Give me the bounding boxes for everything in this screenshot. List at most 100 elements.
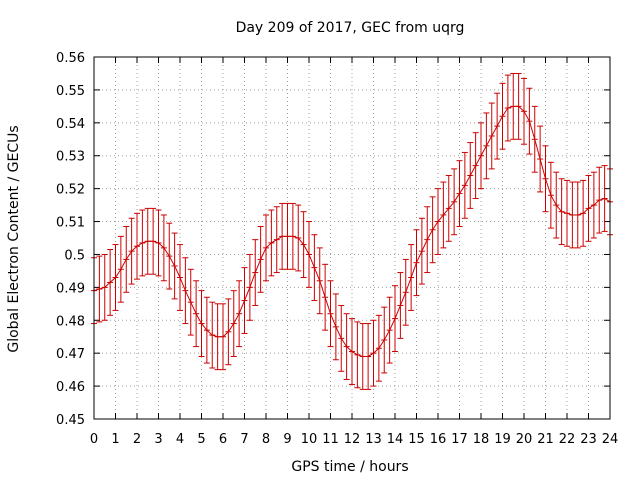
error-bar-point [488, 102, 495, 170]
error-bar-point [596, 166, 603, 234]
x-tick-labels: 0 1 2 3 4 5 6 7 8 9 10 11 12 13 14 15 16 17 18 19 20 21 22 23 24 [90, 432, 618, 447]
error-bar-point [187, 268, 194, 336]
y-tick-label: 0.55 [56, 84, 85, 99]
error-bar-point [553, 171, 560, 239]
x-tick-label: 11 [322, 432, 339, 447]
x-tick-label: 19 [494, 432, 511, 447]
error-bar-point [569, 181, 576, 249]
error-bar-point [483, 112, 490, 180]
error-bar-point [171, 232, 178, 300]
y-tick-label: 0.53 [56, 150, 85, 165]
error-bar-point [322, 263, 329, 331]
y-tick-label: 0.54 [56, 117, 85, 132]
error-bar-point [220, 303, 226, 371]
error-bar-point [198, 290, 205, 357]
error-bar-point [284, 202, 291, 270]
error-bar-point [386, 296, 393, 364]
error-bar-point [166, 222, 173, 290]
error-bar-point [155, 209, 162, 277]
x-tick-label: 4 [176, 432, 184, 447]
y-tick-label: 0.47 [56, 347, 85, 362]
x-axis-label: GPS time / hours [291, 459, 408, 475]
error-bar-point [268, 209, 275, 277]
error-bar-point [574, 181, 581, 249]
error-bar-point [257, 225, 264, 293]
error-bar-point [316, 247, 323, 315]
error-bar-point [311, 234, 318, 302]
error-bar-point [246, 253, 253, 321]
y-tick-label: 0.48 [56, 314, 85, 329]
x-tick-label: 0 [90, 432, 98, 447]
error-bar-point [295, 204, 302, 272]
error-bar-point [144, 207, 151, 275]
x-tick-label: 22 [559, 432, 576, 447]
x-tick-label: 6 [219, 432, 227, 447]
error-bar-point [418, 217, 425, 285]
error-bar-point [542, 145, 549, 213]
error-bar-point [456, 160, 463, 227]
error-bar-point [263, 214, 269, 282]
data-series [91, 72, 613, 390]
error-bar-point [558, 178, 565, 246]
error-bar-point [241, 267, 248, 334]
x-tick-label: 21 [537, 432, 554, 447]
error-bar-point [531, 105, 538, 173]
y-tick-label: 0.49 [56, 281, 85, 296]
y-tick-labels: 0.45 0.46 0.47 0.48 0.49 0.5 0.51 0.52 0.53 0.54 0… [56, 51, 85, 428]
y-axis-label: Global Electron Content / GECUs [6, 125, 22, 352]
error-bar-point [510, 72, 517, 140]
x-tick-label: 13 [365, 432, 382, 447]
x-tick-label: 10 [301, 432, 318, 447]
error-bar-point [139, 209, 146, 277]
error-bar-point [327, 280, 334, 348]
error-bar-point [472, 132, 479, 200]
error-bar-point [343, 313, 350, 381]
plot-frame [93, 56, 611, 420]
x-tick-label: 15 [408, 432, 425, 447]
error-bar-point [203, 296, 210, 364]
error-bar-point [526, 87, 533, 155]
error-bar-point [279, 202, 286, 270]
error-bar-point [273, 206, 280, 274]
error-bar-point [451, 168, 458, 236]
error-bar-point [402, 258, 409, 326]
error-bar-point [381, 306, 388, 374]
error-bar-point [236, 280, 243, 348]
error-bar-point [123, 225, 130, 293]
error-bar-point [375, 314, 382, 382]
error-bar-point [107, 249, 114, 316]
error-bar-point [461, 151, 468, 219]
error-bar-point [289, 202, 296, 270]
error-bar-point [585, 174, 592, 242]
error-bar-point [413, 229, 420, 297]
error-bar-point [601, 165, 608, 232]
chart-title: Day 209 of 2017, GEC from uqrg [236, 20, 465, 36]
error-bar-point [370, 319, 377, 387]
error-bar-point [521, 77, 527, 145]
axis-ticks [93, 56, 611, 420]
x-tick-label: 23 [580, 432, 597, 447]
error-bar-point [440, 181, 447, 249]
x-tick-label: 5 [197, 432, 205, 447]
error-bar-point [193, 280, 200, 348]
error-bar-point [160, 214, 167, 282]
error-bar-point [225, 298, 232, 366]
error-bar-point [354, 321, 361, 389]
error-bar-point [424, 206, 431, 274]
y-tick-label: 0.5 [64, 248, 85, 263]
error-bar-point [101, 253, 108, 321]
error-bar-point [435, 188, 441, 255]
error-bar-point [504, 74, 511, 142]
error-bar-point [537, 125, 544, 193]
x-tick-label: 24 [602, 432, 619, 447]
error-bar-point [150, 207, 157, 275]
error-bar-point [300, 211, 307, 278]
error-bar-point [494, 92, 501, 160]
x-tick-label: 9 [283, 432, 291, 447]
error-bar-point [365, 323, 372, 390]
error-bar-point [408, 244, 415, 311]
error-bar-point [209, 301, 216, 369]
y-tick-label: 0.46 [56, 380, 85, 395]
error-bar-point [128, 217, 135, 285]
